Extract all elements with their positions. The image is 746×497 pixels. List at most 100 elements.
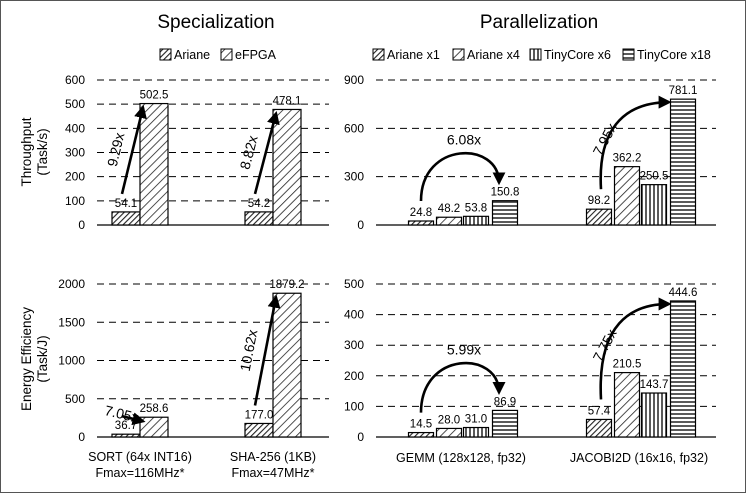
xlabel-sort-line2: Fmax=116MHz*: [95, 466, 184, 480]
data-label: 24.8: [410, 207, 432, 219]
y-tick-label: 100: [65, 194, 85, 208]
data-label: 86.9: [494, 396, 516, 408]
data-label: 1879.2: [269, 279, 304, 291]
y-tick-label: 400: [65, 121, 85, 135]
bar: [435, 427, 463, 438]
bar: [111, 433, 141, 438]
y-tick-label: 300: [344, 170, 364, 184]
xlabel-sort-line1: SORT (64x INT16): [88, 450, 192, 464]
xlabel-jacobi2d: JACOBI2D (16x16, fp32): [570, 451, 708, 465]
ylabel-top-line1: Throughput: [19, 117, 34, 186]
legend-label-tinycore-x18: TinyCore x18: [637, 48, 711, 62]
bar: [613, 371, 641, 438]
data-label: 48.2: [438, 203, 460, 215]
ratio-label: 5.99x: [447, 341, 481, 357]
ratio-arrow: [121, 412, 146, 426]
y-tick-label: 100: [344, 399, 364, 413]
data-label: 210.5: [613, 359, 642, 371]
bar: [613, 166, 641, 226]
data-label: 14.5: [410, 419, 432, 431]
data-label: 502.5: [140, 90, 169, 102]
ratio-arrow: [419, 361, 506, 413]
bar: [669, 98, 697, 226]
legend-swatch-ariane: [159, 48, 172, 61]
y-tick-label: 500: [65, 97, 85, 111]
data-label: 444.6: [669, 287, 698, 299]
ylabel-bottom-line2: (Task/J): [35, 335, 50, 382]
y-tick-label: 400: [344, 308, 364, 322]
bar: [462, 426, 490, 438]
bar: [462, 215, 490, 226]
xlabel-gemm: GEMM (128x128, fp32): [396, 451, 526, 465]
y-tick-label: 1500: [58, 315, 85, 329]
data-label: 53.8: [465, 202, 487, 214]
bar: [272, 292, 302, 438]
data-label: 98.2: [588, 195, 610, 207]
ratio-arrow: [253, 294, 281, 406]
y-tick-label: 0: [78, 430, 85, 444]
data-label: 57.4: [588, 405, 611, 417]
bar: [244, 422, 274, 438]
xlabel-sha-line2: Fmax=47MHz*: [231, 466, 314, 480]
bar: [111, 211, 141, 226]
ratio-arrow: [419, 151, 506, 202]
y-tick-label: 300: [344, 338, 364, 352]
y-tick-label: 2000: [58, 277, 85, 291]
xlabel-sha-line1: SHA-256 (1KB): [230, 450, 316, 464]
legend-label-tinycore-x6: TinyCore x6: [544, 48, 611, 62]
data-label: 28.0: [438, 414, 460, 426]
legend-label-efpga: eFPGA: [235, 48, 277, 62]
bar: [244, 211, 274, 226]
ylabel-top-line2: (Task/s): [35, 128, 50, 175]
title-specialization: Specialization: [157, 12, 274, 33]
bar: [491, 200, 519, 226]
bar: [139, 102, 169, 226]
data-label: 54.2: [248, 198, 270, 210]
ratio-label: 9.29x: [104, 131, 128, 168]
data-label: 150.8: [491, 187, 520, 199]
y-tick-label: 900: [344, 73, 364, 87]
y-tick-label: 500: [65, 392, 85, 406]
legend-label-ariane: Ariane: [174, 48, 210, 62]
y-tick-label: 300: [65, 146, 85, 160]
bar: [139, 416, 169, 438]
ylabel-bottom-line1: Energy Efficiency: [19, 307, 34, 411]
bar: [491, 409, 519, 438]
y-tick-label: 0: [78, 218, 85, 232]
data-label: 177.0: [245, 409, 274, 421]
data-label: 258.6: [140, 403, 169, 415]
legend-swatch-tinycore-x6: [529, 48, 542, 61]
ratio-label: 10.62x: [237, 328, 261, 372]
chart-panels: 0 100 200 300 400 500 600 54.1 502.5 54.2 478.1 9.2…: [58, 73, 716, 444]
data-label: 781.1: [669, 85, 698, 97]
y-tick-label: 1000: [58, 354, 85, 368]
y-tick-label: 600: [344, 121, 364, 135]
data-label: 143.7: [640, 379, 669, 391]
bar: [272, 108, 302, 226]
bar: [585, 208, 613, 226]
bar: [435, 216, 463, 226]
legend-swatch-ariane-x4: [452, 48, 465, 61]
ratio-arrow: [599, 297, 672, 400]
legend-label-ariane-x4: Ariane x4: [467, 48, 520, 62]
legend-swatch-efpga: [220, 48, 233, 61]
bar: [585, 418, 613, 438]
bar: [640, 392, 668, 438]
y-tick-label: 0: [357, 218, 364, 232]
bar: [407, 431, 435, 438]
bar: [407, 220, 435, 226]
ratio-arrow: [253, 110, 280, 195]
bar: [640, 184, 668, 226]
data-label: 362.2: [613, 153, 642, 165]
ratio-label: 7.05x: [103, 402, 140, 426]
data-label: 250.5: [640, 171, 669, 183]
legend-swatch-ariane-x1: [372, 48, 385, 61]
data-label: 54.1: [115, 198, 137, 210]
legend-swatch-tinycore-x18: [622, 48, 635, 61]
y-tick-label: 600: [65, 73, 85, 87]
title-parallelization: Parallelization: [480, 12, 598, 33]
ratio-label: 6.08x: [447, 132, 481, 148]
y-tick-label: 500: [344, 277, 364, 291]
y-tick-label: 200: [344, 369, 364, 383]
